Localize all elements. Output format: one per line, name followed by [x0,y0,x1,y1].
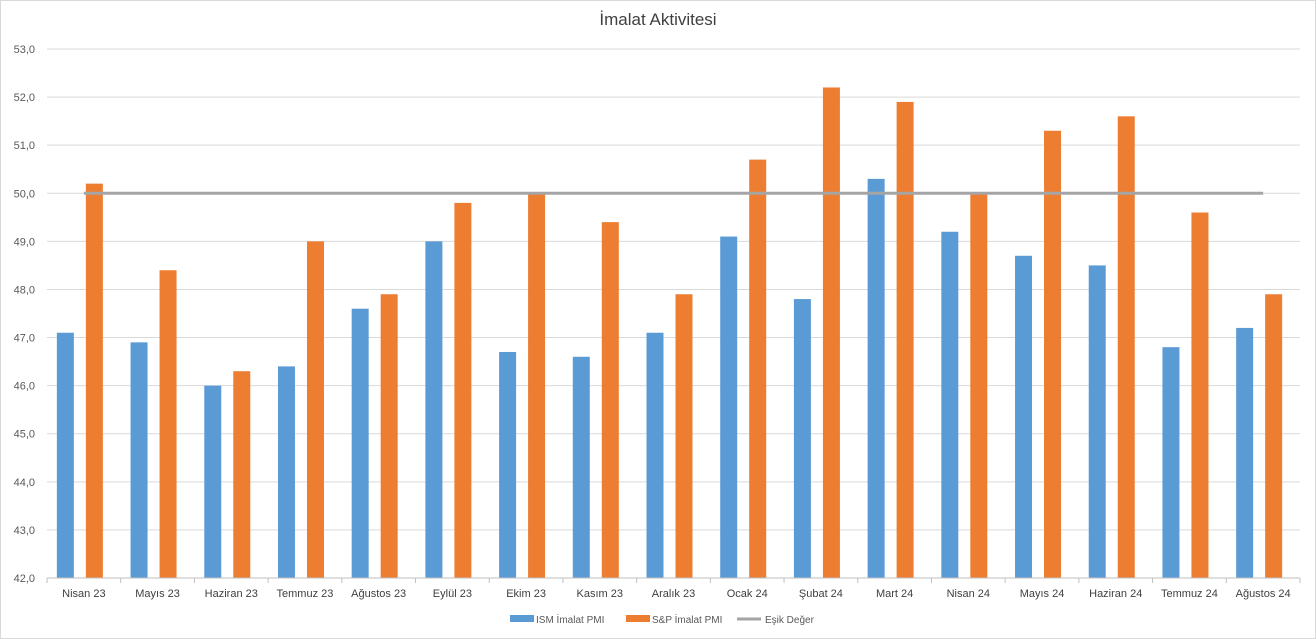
y-tick-label: 51,0 [14,140,35,152]
bar-ism [572,356,590,578]
bar-ism [1236,327,1254,578]
y-tick-label: 43,0 [14,525,35,537]
bar-sp [1044,130,1062,578]
bar-sp [454,202,472,578]
bar-ism [56,332,74,578]
x-axis: Nisan 23 Mayıs 23 Haziran 23 Temmuz 23 Ağust… [46,577,1301,600]
y-tick-label: 49,0 [14,236,35,248]
x-tick-label: Ağustos 23 [351,588,406,600]
bar-sp [601,222,619,579]
legend: ISM İmalat PMI S&P İmalat PMI Eşik Değer [510,613,815,626]
bar-ism [793,299,811,578]
y-tick-label: 42,0 [14,573,35,585]
bar-sp [1191,212,1209,578]
bar-sp [85,183,103,578]
bar-ism [720,236,738,578]
bars [56,87,1283,579]
x-tick-label: Mart 24 [876,588,913,600]
bar-ism [277,366,295,578]
bar-ism [425,241,443,578]
bar-sp [896,101,914,579]
bar-ism [1015,255,1033,579]
bar-sp [822,87,840,579]
bar-sp [1117,116,1135,578]
y-tick-label: 44,0 [14,477,35,489]
y-axis: 42,0 43,0 44,0 45,0 46,0 47,0 48,0 49,0 50,0 51,0… [14,44,35,585]
x-tick-label: Haziran 24 [1089,588,1142,600]
bar-sp [675,294,693,578]
x-tick-label: Haziran 23 [205,588,258,600]
y-tick-label: 53,0 [14,44,35,56]
x-tick-label: Mayıs 24 [1020,588,1065,600]
legend-label: S&P İmalat PMI [652,613,722,626]
x-tick-label: Ağustos 24 [1236,588,1291,600]
x-tick-label: Ocak 24 [727,588,768,600]
bar-sp [1265,294,1283,578]
bar-sp [528,193,546,579]
bar-ism [130,342,148,578]
bar-ism [499,351,517,578]
x-tick-label: Temmuz 23 [277,588,334,600]
x-tick-label: Ekim 23 [506,588,546,600]
x-tick-label: Eylül 23 [433,588,472,600]
bar-ism [941,231,959,578]
bar-ism [867,178,885,578]
x-tick-label: Kasım 23 [577,588,623,600]
bar-sp [970,193,988,579]
x-tick-label: Mayıs 23 [135,588,180,600]
y-tick-label: 52,0 [14,92,35,104]
legend-label: ISM İmalat PMI [536,613,604,626]
bar-sp [380,294,398,578]
bar-ism [1088,265,1106,578]
y-tick-label: 47,0 [14,333,35,345]
bar-ism [1162,347,1180,578]
chart-title: İmalat Aktivitesi [599,10,717,29]
x-tick-label: Nisan 24 [947,588,990,600]
bar-ism [646,332,664,578]
x-tick-label: Nisan 23 [62,588,105,600]
y-tick-label: 45,0 [14,429,35,441]
bar-sp [159,270,177,578]
x-tick-label: Aralık 23 [652,588,695,600]
y-tick-label: 48,0 [14,284,35,296]
y-tick-label: 50,0 [14,188,35,200]
x-tick-label: Şubat 24 [799,588,843,600]
legend-label: Eşik Değer [765,615,815,626]
legend-swatch [510,615,534,622]
bar-ism [204,385,222,578]
bar-ism [351,308,369,578]
bar-sp [306,241,324,578]
x-tick-label: Temmuz 24 [1161,588,1218,600]
bar-sp [749,159,767,579]
bar-sp [233,371,251,578]
y-tick-label: 46,0 [14,381,35,393]
legend-swatch [626,615,650,622]
